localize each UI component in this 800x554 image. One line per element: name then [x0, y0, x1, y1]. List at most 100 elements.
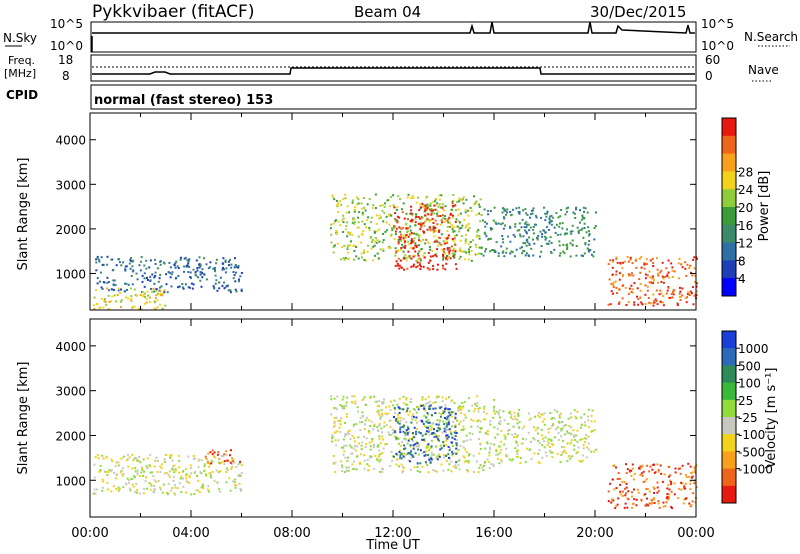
- echo-cell: [551, 443, 553, 445]
- echo-cell: [173, 484, 176, 486]
- echo-cell: [666, 273, 669, 276]
- echo-cell: [475, 404, 478, 407]
- echo-cell: [684, 482, 687, 485]
- echo-cell: [416, 466, 419, 468]
- echo-cell: [465, 460, 468, 462]
- echo-cell: [423, 451, 426, 453]
- echo-cell: [534, 415, 537, 418]
- echo-cell: [376, 410, 379, 413]
- echo-cell: [378, 405, 381, 408]
- echo-cell: [473, 195, 475, 198]
- echo-cell: [536, 238, 539, 241]
- echo-cell: [657, 274, 660, 277]
- echo-cell: [572, 211, 575, 214]
- echo-cell: [439, 415, 442, 418]
- echo-cell: [405, 227, 408, 230]
- echo-cell: [154, 263, 157, 265]
- echo-cell: [461, 250, 464, 253]
- echo-cell: [644, 480, 647, 483]
- echo-cell: [411, 432, 414, 434]
- echo-cell: [643, 494, 646, 497]
- echo-cell: [445, 439, 448, 442]
- echo-cell: [418, 263, 421, 266]
- echo-cell: [397, 238, 400, 241]
- echo-cell: [587, 426, 590, 429]
- echo-cell: [406, 425, 409, 428]
- echo-cell: [127, 283, 130, 286]
- echo-cell: [619, 263, 622, 266]
- echo-cell: [390, 433, 393, 436]
- echo-cell: [139, 492, 142, 495]
- echo-cell: [364, 259, 367, 262]
- echo-cell: [540, 428, 543, 431]
- echo-cell: [445, 256, 448, 259]
- echo-cell: [237, 278, 240, 281]
- echo-cell: [565, 452, 567, 455]
- echo-cell: [512, 425, 515, 428]
- echo-cell: [347, 232, 350, 235]
- echo-cell: [404, 246, 406, 249]
- echo-cell: [435, 198, 438, 200]
- echo-cell: [455, 267, 458, 270]
- echo-cell: [563, 424, 565, 427]
- echo-cell: [445, 240, 448, 243]
- echo-cell: [422, 265, 425, 268]
- echo-cell: [695, 282, 698, 285]
- echo-cell: [165, 283, 168, 286]
- echo-cell: [493, 409, 496, 412]
- echo-cell: [149, 483, 152, 486]
- echo-cell: [440, 219, 443, 222]
- echo-cell: [551, 216, 554, 219]
- echo-cell: [414, 443, 417, 446]
- echo-cell: [582, 447, 585, 450]
- echo-cell: [630, 272, 633, 275]
- echo-cell: [479, 427, 482, 430]
- echo-cell: [451, 454, 454, 457]
- echo-cell: [119, 291, 122, 294]
- echo-cell: [203, 465, 206, 468]
- echo-cell: [448, 396, 450, 399]
- echo-cell: [429, 248, 432, 251]
- echo-cell: [199, 273, 202, 276]
- colorbar-tick-label: -500: [738, 445, 765, 459]
- echo-cell: [522, 437, 524, 440]
- colorbar-swatch: [722, 399, 736, 418]
- echo-cell: [691, 500, 694, 503]
- echo-cell: [226, 469, 229, 472]
- echo-cell: [526, 238, 529, 241]
- echo-cell: [382, 447, 385, 450]
- echo-cell: [500, 460, 503, 463]
- echo-cell: [380, 409, 383, 412]
- echo-cell: [155, 456, 158, 459]
- echo-cell: [624, 487, 626, 490]
- echo-cell: [465, 251, 468, 254]
- echo-cell: [483, 462, 486, 465]
- echo-cell: [136, 469, 139, 472]
- echo-cell: [427, 402, 430, 405]
- echo-cell: [436, 263, 439, 266]
- echo-cell: [403, 444, 406, 447]
- echo-cell: [334, 461, 337, 464]
- colorbar-swatch: [722, 348, 736, 366]
- echo-cell: [349, 437, 352, 440]
- echo-cell: [439, 215, 442, 217]
- echo-cell: [616, 503, 619, 506]
- echo-cell: [368, 464, 371, 467]
- echo-cell: [104, 300, 107, 303]
- echo-cell: [419, 240, 422, 243]
- echo-cell: [155, 294, 158, 297]
- echo-cell: [570, 416, 573, 419]
- echo-cell: [97, 457, 100, 460]
- echo-cell: [564, 213, 567, 216]
- echo-cell: [530, 458, 533, 460]
- echo-cell: [417, 448, 420, 451]
- echo-cell: [442, 255, 445, 258]
- echo-cell: [446, 247, 449, 250]
- echo-cell: [421, 222, 424, 225]
- echo-cell: [214, 270, 216, 273]
- echo-cell: [400, 235, 403, 238]
- echo-cell: [191, 287, 194, 290]
- echo-cell: [110, 490, 113, 493]
- echo-cell: [578, 459, 581, 462]
- echo-cell: [443, 427, 446, 430]
